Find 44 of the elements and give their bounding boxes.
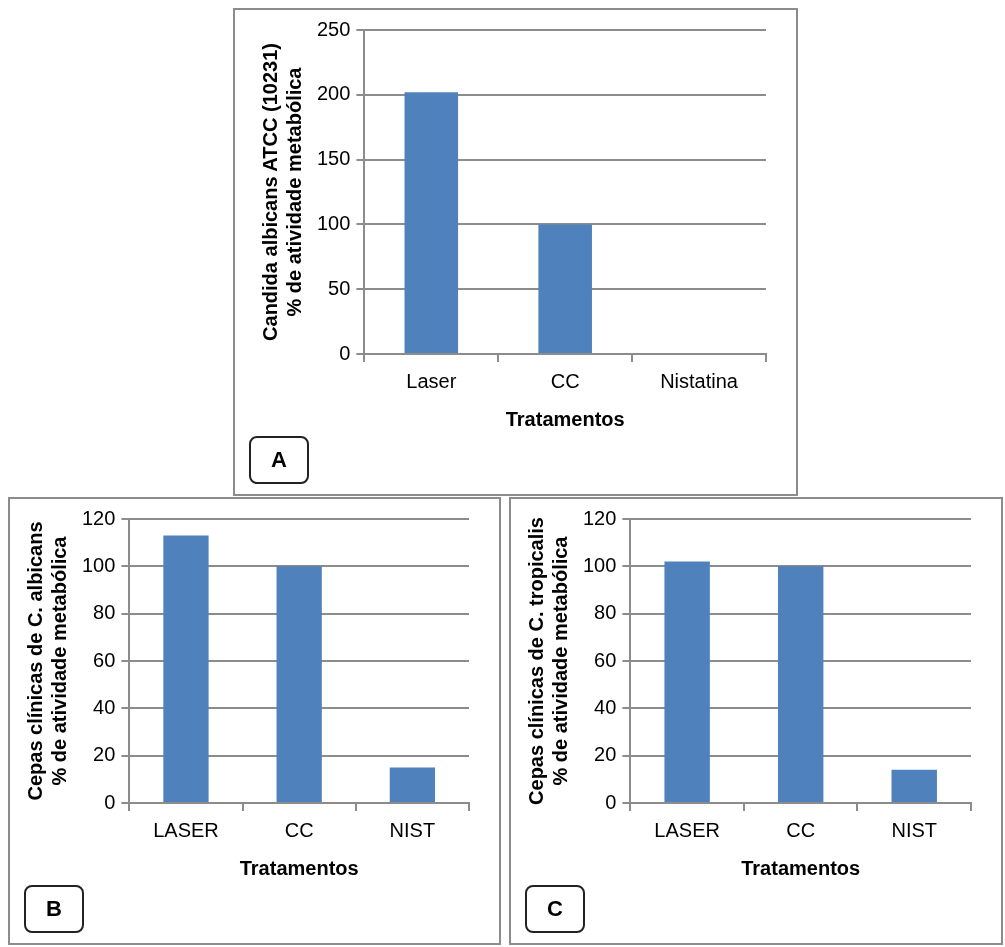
y-tick-label: 40 (93, 695, 116, 718)
y-axis-title: Cepas clínicas de C. albicans % de atividade metabólica (23, 521, 70, 801)
y-tick-label: 60 (93, 648, 116, 671)
x-axis-title: Tratamentos (239, 856, 359, 879)
y-axis-title: Cepas clínicas de C. tropicalis % de atividade metabólica (524, 517, 571, 805)
bar (664, 561, 710, 802)
x-tick-label: Nistatina (660, 369, 739, 392)
x-tick-label: Laser (406, 369, 457, 392)
x-tick-label: NIST (389, 818, 436, 841)
y-tick-label: 120 (81, 506, 116, 529)
y-tick-label: 40 (594, 695, 617, 718)
x-tick-label: LASER (654, 818, 720, 841)
y-axis-title: Candida albicans ATCC (10231) % de atividade metabólica (258, 43, 305, 341)
text: A (249, 436, 309, 484)
y-tick-label: 80 (594, 601, 617, 624)
x-tick-label: NIST (891, 818, 938, 841)
bar (891, 769, 937, 802)
y-tick-label: 0 (605, 790, 617, 813)
y-tick-label: 50 (328, 276, 351, 299)
x-tick-label: CC (550, 369, 580, 392)
y-tick-label: 150 (316, 147, 351, 170)
y-tick-label: 0 (104, 790, 116, 813)
y-tick-label: 100 (582, 553, 617, 576)
y-tick-label: 80 (93, 601, 116, 624)
y-tick-label: 60 (594, 648, 617, 671)
bar (163, 535, 209, 802)
y-tick-label: 100 (316, 211, 351, 234)
text: B (24, 885, 84, 933)
x-tick-label: CC (284, 818, 314, 841)
bar (389, 767, 436, 802)
y-tick-label: 20 (93, 743, 116, 766)
y-tick-label: 250 (316, 17, 351, 40)
text: C (525, 885, 585, 933)
bar (777, 566, 824, 802)
y-tick-label: 0 (339, 341, 351, 364)
x-tick-label: LASER (153, 818, 219, 841)
y-tick-label: 20 (594, 743, 617, 766)
x-axis-title: Tratamentos (505, 407, 625, 430)
x-tick-label: CC (786, 818, 816, 841)
y-tick-label: 200 (316, 82, 351, 105)
bar (276, 566, 322, 802)
y-tick-label: 120 (582, 506, 617, 529)
x-axis-title: Tratamentos (741, 856, 861, 879)
y-tick-label: 100 (81, 553, 116, 576)
